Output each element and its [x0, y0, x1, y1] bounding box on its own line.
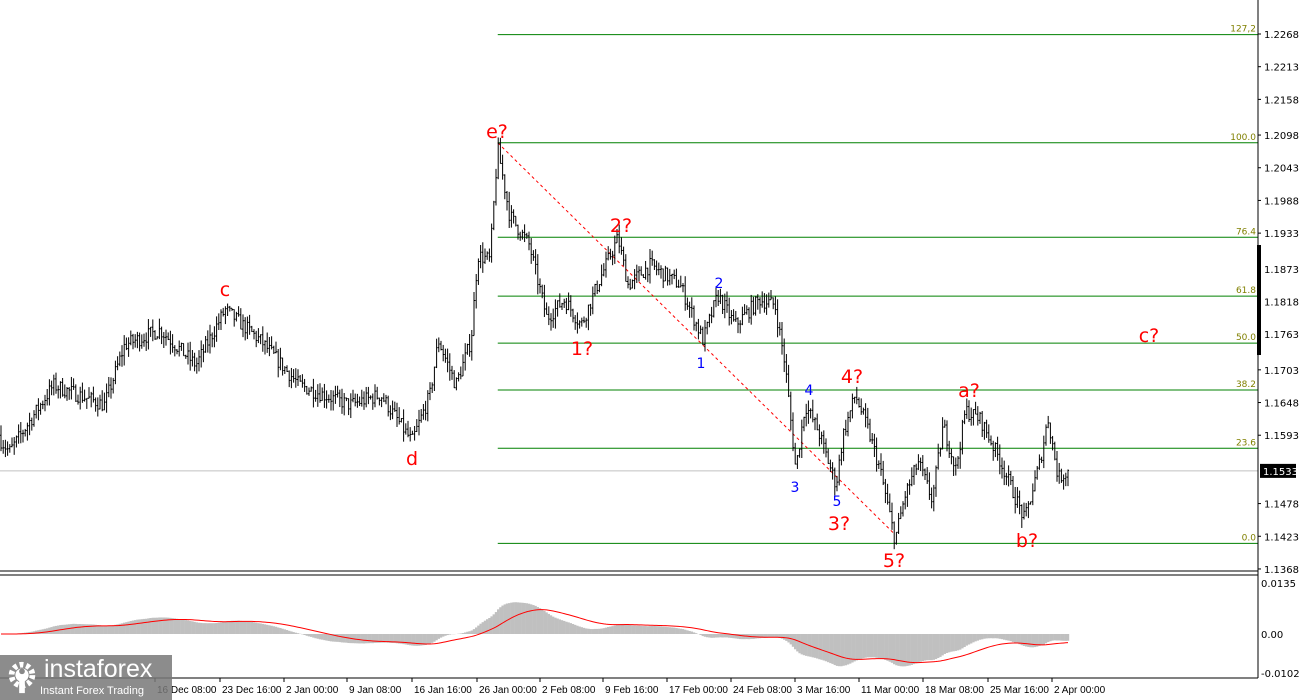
wave-label: 4? — [841, 366, 863, 388]
time-tick-label: 25 Mar 16:00 — [990, 685, 1049, 696]
wave-label: 5 — [833, 494, 842, 510]
price-tick-label: 1.2158 — [1264, 95, 1299, 106]
wave-label: 2 — [715, 276, 724, 292]
time-tick-label: 9 Feb 16:00 — [605, 685, 659, 696]
fib-trendline — [497, 142, 896, 535]
time-tick-label: 2 Jan 00:00 — [286, 685, 339, 696]
oscillator-tick-label: -0.01026 — [1261, 669, 1300, 680]
time-tick-label: 16 Dec 08:00 — [157, 685, 217, 696]
wave-label: 5? — [883, 550, 905, 572]
fib-level-label: 61.8 — [1236, 286, 1256, 296]
price-tick-label: 1.1763 — [1264, 330, 1299, 341]
fib-level-label: 127,2 — [1230, 25, 1256, 35]
wave-label: d — [406, 448, 418, 470]
price-tick-label: 1.1368 — [1264, 565, 1299, 576]
wave-label: 3 — [791, 480, 800, 496]
wave-label: 3? — [828, 513, 850, 535]
price-tick-label: 1.1648 — [1264, 399, 1299, 410]
time-tick-label: 9 Jan 08:00 — [349, 685, 402, 696]
price-tick-label: 1.2043 — [1264, 164, 1299, 175]
wave-label: a? — [958, 380, 980, 402]
price-tick-label: 1.1933 — [1264, 229, 1299, 240]
fibonacci-levels: 127,2 100.0 76.4 61.8 50.0 38.2 23.6 0.0 — [0, 25, 1258, 544]
time-tick-label: 24 Feb 08:00 — [733, 685, 792, 696]
price-scale-marker — [1257, 245, 1261, 355]
wave-labels: e? c d 1? 2? 1 2 3 4 5 3? 4? 5? a? b? c? — [220, 121, 1159, 572]
time-tick-label: 16 Jan 16:00 — [414, 685, 472, 696]
oscillator-pane — [0, 602, 1070, 667]
gear-logo-icon — [8, 661, 36, 694]
logo-tagline: Instant Forex Trading — [40, 685, 144, 697]
fib-level-label: 38.2 — [1236, 380, 1256, 390]
price-tick-label: 1.1703 — [1264, 366, 1299, 377]
time-tick-label: 18 Mar 08:00 — [925, 685, 984, 696]
price-tick-label: 1.1873 — [1264, 265, 1299, 276]
wave-label: c — [220, 279, 230, 301]
oscillator-tick-label: 0.0135 — [1261, 579, 1296, 590]
oscillator-tick-label: 0.00 — [1261, 630, 1283, 641]
current-price-label: 1.1533 — [1263, 467, 1298, 478]
signal-line — [0, 609, 1069, 664]
wave-label: c? — [1139, 325, 1160, 347]
fib-level-label: 50.0 — [1236, 333, 1256, 343]
fib-level-label: 100.0 — [1230, 133, 1256, 143]
fib-level-label: 23.6 — [1236, 438, 1256, 448]
wave-label: 2? — [610, 215, 632, 237]
current-price-box — [1260, 463, 1296, 478]
time-tick-label: 17 Feb 00:00 — [669, 685, 728, 696]
time-tick-label: 11 Mar 00:00 — [861, 685, 920, 696]
time-tick-label: 26 Jan 00:00 — [479, 685, 537, 696]
price-tick-label: 1.1818 — [1264, 297, 1299, 308]
candles — [0, 137, 1069, 550]
wave-label: 4 — [805, 383, 814, 399]
instaforex-logo: instaforex Instant Forex Trading — [0, 655, 172, 700]
price-tick-label: 1.1988 — [1264, 196, 1299, 207]
price-tick-label: 1.2213 — [1264, 63, 1299, 74]
fib-level-label: 0.0 — [1242, 533, 1257, 543]
time-tick-label: 2 Apr 00:00 — [1054, 685, 1106, 696]
wave-label: e? — [486, 121, 508, 143]
fib-level-label: 76.4 — [1236, 227, 1256, 237]
time-tick-label: 23 Dec 16:00 — [222, 685, 282, 696]
price-tick-label: 1.1593 — [1264, 431, 1299, 442]
wave-label: 1 — [697, 356, 706, 372]
price-tick-label: 1.1478 — [1264, 500, 1299, 511]
time-tick-label: 2 Feb 08:00 — [542, 685, 596, 696]
price-tick-label: 1.2268 — [1264, 30, 1299, 41]
wave-label: b? — [1016, 530, 1038, 552]
price-tick-label: 1.1423 — [1264, 532, 1299, 543]
logo-name: instaforex — [44, 655, 153, 683]
time-tick-label: 3 Mar 16:00 — [797, 685, 851, 696]
price-tick-label: 1.2098 — [1264, 131, 1299, 142]
wave-label: 1? — [571, 338, 593, 360]
